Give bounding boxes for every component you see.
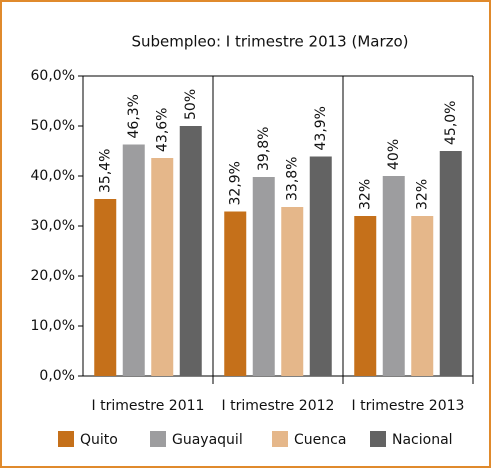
bar xyxy=(179,126,202,376)
value-label: 46,3% xyxy=(126,94,142,138)
y-tick-label: 20,0% xyxy=(31,268,75,284)
x-tick-label: I trimestre 2012 xyxy=(222,398,335,414)
legend-label: Cuenca xyxy=(294,432,346,448)
legend-label: Nacional xyxy=(392,432,453,448)
legend-swatch xyxy=(58,431,74,447)
legend-swatch xyxy=(150,431,166,447)
bar xyxy=(439,151,462,376)
value-label: 32% xyxy=(357,179,373,210)
bar xyxy=(382,176,405,376)
bar xyxy=(94,199,117,376)
value-label: 40% xyxy=(386,139,402,170)
bar xyxy=(411,216,434,376)
value-label: 39,8% xyxy=(256,127,272,171)
y-tick-label: 60,0% xyxy=(31,68,75,84)
chart-title: Subempleo: I trimestre 2013 (Marzo) xyxy=(131,33,408,51)
y-tick-label: 50,0% xyxy=(31,118,75,134)
y-tick-label: 0,0% xyxy=(39,368,75,384)
value-label: 45,0% xyxy=(443,101,459,145)
legend-swatch xyxy=(272,431,288,447)
value-label: 43,9% xyxy=(313,106,329,150)
bar xyxy=(224,211,247,376)
y-tick-label: 10,0% xyxy=(31,318,75,334)
bar xyxy=(281,207,304,376)
value-label: 32,9% xyxy=(227,161,243,205)
legend-swatch xyxy=(370,431,386,447)
x-tick-label: I trimestre 2013 xyxy=(352,398,465,414)
y-tick-label: 30,0% xyxy=(31,218,75,234)
bar xyxy=(252,177,275,376)
y-tick-label: 40,0% xyxy=(31,168,75,184)
bar xyxy=(354,216,377,376)
value-label: 33,8% xyxy=(284,157,300,201)
legend-label: Quito xyxy=(80,432,118,448)
value-label: 43,6% xyxy=(154,108,170,152)
value-label: 35,4% xyxy=(97,149,113,193)
x-tick-label: I trimestre 2011 xyxy=(92,398,205,414)
bar xyxy=(309,156,332,376)
value-label: 32% xyxy=(414,179,430,210)
value-label: 50% xyxy=(183,89,199,120)
legend-label: Guayaquil xyxy=(172,432,243,448)
bar xyxy=(122,144,145,376)
bar xyxy=(151,158,174,376)
